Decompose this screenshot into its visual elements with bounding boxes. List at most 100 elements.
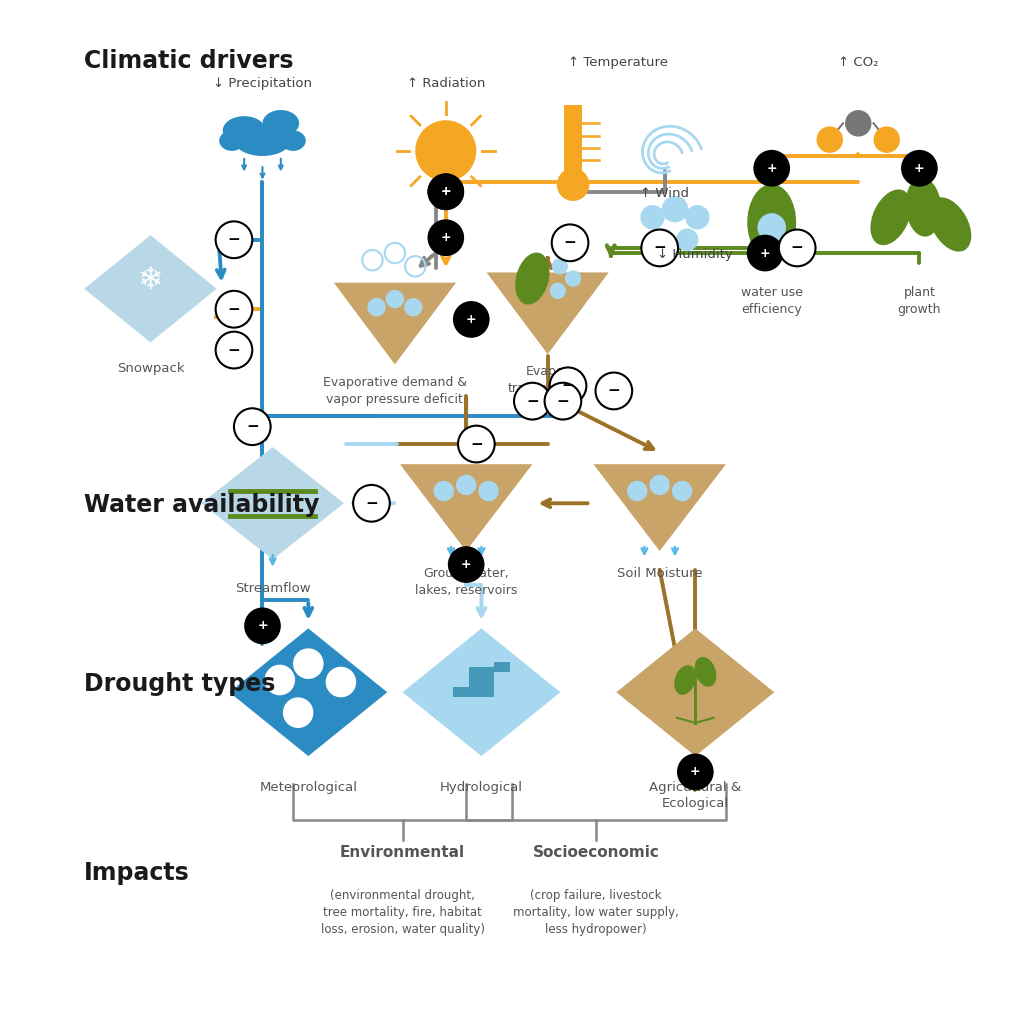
Circle shape	[456, 474, 476, 495]
Circle shape	[641, 230, 678, 266]
Text: ↑ Radiation: ↑ Radiation	[407, 77, 485, 89]
Text: Agricultural &
Ecological: Agricultural & Ecological	[649, 782, 741, 810]
Ellipse shape	[694, 657, 717, 687]
Polygon shape	[486, 272, 608, 354]
Text: Groundwater,
lakes, reservoirs: Groundwater, lakes, reservoirs	[415, 567, 517, 597]
Text: +: +	[914, 161, 925, 175]
Text: Evapo-
transpiration: Evapo- transpiration	[508, 366, 588, 395]
Ellipse shape	[748, 184, 796, 261]
Text: ↓ Humidity: ↓ Humidity	[657, 248, 733, 261]
Text: −: −	[563, 235, 577, 251]
Text: +: +	[461, 558, 471, 571]
Text: ↑ Wind: ↑ Wind	[640, 187, 689, 199]
Circle shape	[746, 234, 783, 271]
Text: Environmental: Environmental	[340, 845, 465, 861]
Text: −: −	[607, 383, 621, 398]
Text: +: +	[440, 231, 452, 244]
Text: −: −	[526, 393, 539, 409]
Circle shape	[640, 205, 665, 230]
Text: plant
growth: plant growth	[898, 286, 941, 315]
Circle shape	[353, 485, 390, 522]
Polygon shape	[84, 235, 217, 342]
Circle shape	[677, 754, 714, 791]
Circle shape	[283, 697, 313, 728]
Circle shape	[754, 150, 791, 187]
Text: Drought types: Drought types	[84, 672, 275, 696]
Polygon shape	[229, 629, 387, 756]
Text: −: −	[561, 378, 574, 393]
Text: −: −	[470, 436, 482, 452]
Text: water use
efficiency: water use efficiency	[740, 286, 803, 315]
Circle shape	[216, 291, 252, 328]
Ellipse shape	[223, 116, 265, 145]
Text: ↓ Precipitation: ↓ Precipitation	[213, 77, 312, 89]
Text: Climatic drivers: Climatic drivers	[84, 48, 294, 73]
Text: ↑ Temperature: ↑ Temperature	[568, 56, 668, 69]
Polygon shape	[202, 447, 344, 560]
Circle shape	[216, 222, 252, 258]
Text: Evaporative demand &
vapor pressure deficit: Evaporative demand & vapor pressure defi…	[323, 376, 467, 406]
Text: −: −	[227, 343, 241, 357]
Polygon shape	[469, 667, 494, 697]
Circle shape	[676, 229, 698, 251]
Circle shape	[550, 282, 566, 299]
Text: (environmental drought,
tree mortality, fire, habitat
loss, erosion, water quali: (environmental drought, tree mortality, …	[321, 889, 484, 937]
Ellipse shape	[515, 253, 550, 305]
Text: +: +	[766, 161, 777, 175]
Circle shape	[416, 120, 476, 182]
Text: Streamflow: Streamflow	[234, 582, 310, 595]
Circle shape	[901, 150, 938, 187]
Polygon shape	[400, 464, 532, 551]
Circle shape	[627, 481, 647, 501]
Text: +: +	[440, 185, 452, 198]
Text: −: −	[227, 302, 241, 316]
Ellipse shape	[870, 189, 911, 245]
Circle shape	[233, 409, 270, 445]
Text: +: +	[466, 313, 476, 326]
Text: ❄: ❄	[137, 266, 163, 295]
Text: −: −	[246, 419, 259, 434]
Circle shape	[565, 270, 582, 287]
Circle shape	[478, 481, 499, 501]
Polygon shape	[494, 661, 510, 672]
Text: +: +	[257, 619, 268, 633]
Circle shape	[427, 174, 464, 211]
Text: −: −	[653, 240, 666, 256]
Text: −: −	[366, 496, 378, 510]
Circle shape	[685, 205, 710, 230]
Circle shape	[404, 298, 422, 316]
Circle shape	[458, 425, 495, 462]
Ellipse shape	[262, 110, 299, 137]
Ellipse shape	[929, 197, 972, 252]
Text: −: −	[227, 232, 241, 248]
Polygon shape	[402, 629, 560, 756]
Circle shape	[816, 126, 843, 153]
Text: Meteorological: Meteorological	[259, 782, 357, 794]
Circle shape	[596, 373, 632, 410]
Circle shape	[433, 481, 454, 501]
Ellipse shape	[905, 178, 941, 236]
Circle shape	[758, 214, 786, 241]
Circle shape	[453, 301, 489, 338]
Circle shape	[557, 168, 590, 201]
Circle shape	[545, 383, 582, 419]
Circle shape	[368, 298, 386, 316]
Text: +: +	[440, 185, 452, 198]
Circle shape	[427, 174, 464, 211]
Circle shape	[264, 664, 295, 695]
Circle shape	[649, 474, 670, 495]
Polygon shape	[334, 282, 456, 365]
Text: Hydrological: Hydrological	[440, 782, 523, 794]
Polygon shape	[564, 105, 583, 182]
Circle shape	[293, 648, 324, 679]
Text: ↑ CO₂: ↑ CO₂	[838, 56, 879, 69]
Text: Socioeconomic: Socioeconomic	[532, 845, 659, 861]
Circle shape	[552, 225, 589, 261]
Polygon shape	[594, 464, 726, 551]
Text: −: −	[791, 240, 804, 256]
Text: Water availability: Water availability	[84, 493, 319, 517]
Polygon shape	[453, 687, 469, 697]
Text: +: +	[690, 765, 700, 778]
Text: Soil Moisture: Soil Moisture	[616, 567, 702, 579]
Text: +: +	[760, 246, 770, 260]
